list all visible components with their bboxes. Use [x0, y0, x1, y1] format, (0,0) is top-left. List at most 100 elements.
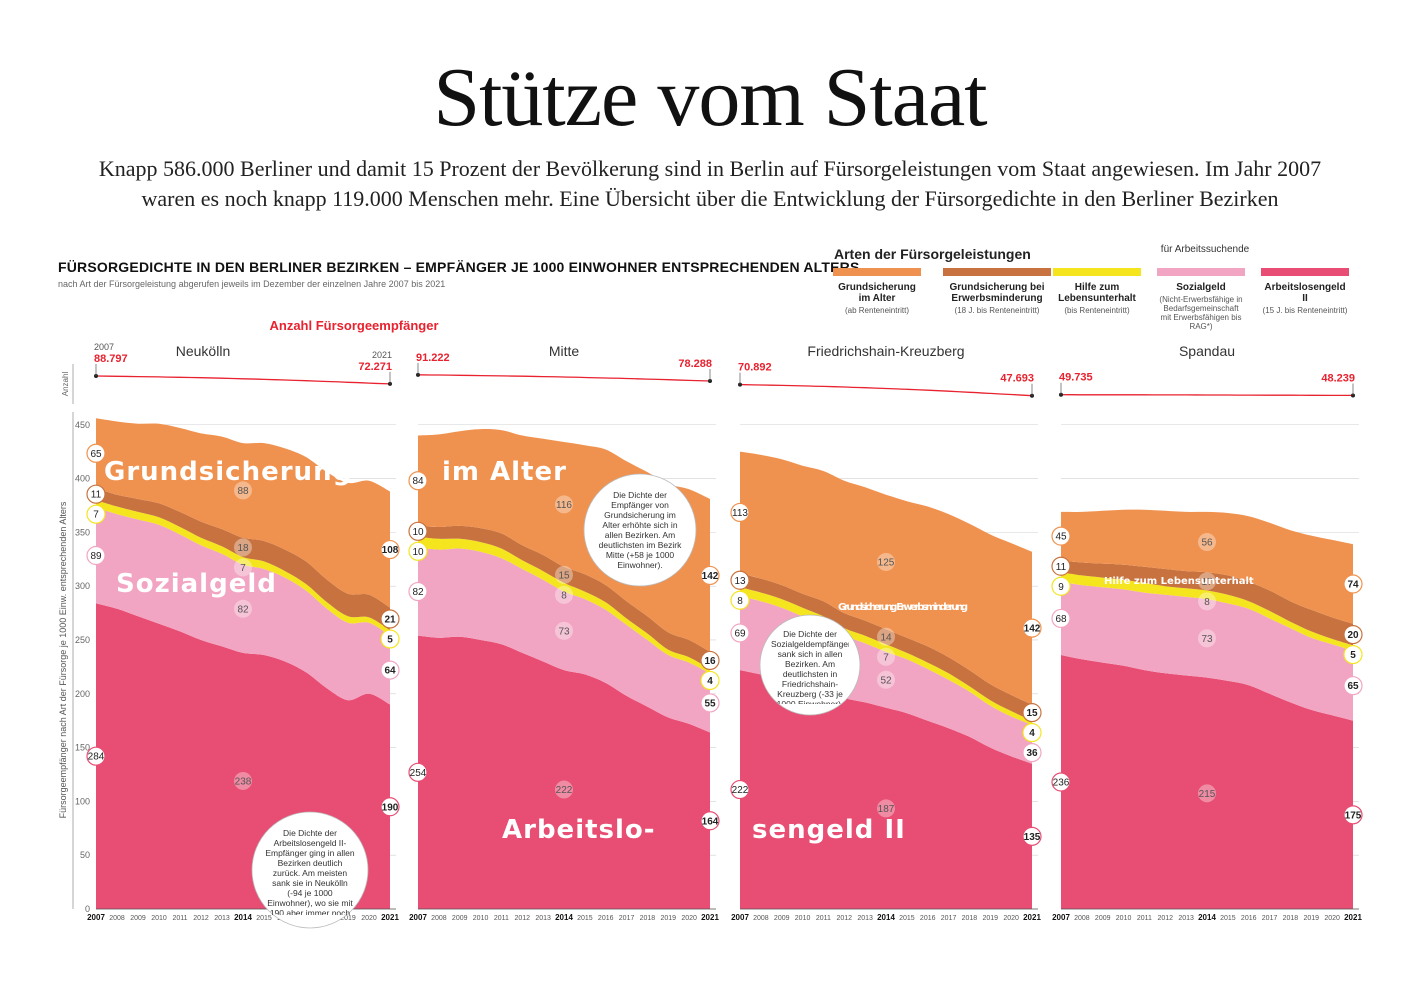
- value-badge-hilfe: [1343, 644, 1363, 665]
- value-label-hilfe: 8: [737, 596, 743, 607]
- value-label-alg2: 222: [556, 785, 573, 796]
- y-axis-label: Fürsorgeempfänger nach Art der Fürsorge …: [58, 501, 68, 818]
- x-tick-label: 2007: [1052, 913, 1070, 922]
- district-panel: Friedrichshain-Kreuzberg 70.892 47.693 2007…: [730, 343, 1042, 922]
- x-tick-label: 2010: [151, 915, 167, 922]
- annotation-box: Die Dichte der Sozialgeldempfänger sank …: [771, 629, 849, 704]
- value-label-hilfe: 4: [707, 676, 713, 687]
- legend-swatch: [943, 268, 1051, 276]
- legend-label: Sozialgeld: [1176, 282, 1226, 293]
- overlay-label-hilfe: Hilfe zum Lebensunterhalt: [1104, 576, 1254, 587]
- value-badge-erwerb: [1198, 572, 1216, 591]
- district-name: Neukölln: [176, 343, 230, 359]
- value-label-sozialgeld: 65: [1347, 681, 1359, 692]
- value-badge-alg2: [1022, 826, 1042, 846]
- x-tick-label: 2014: [555, 913, 573, 922]
- value-label-erwerb: 17: [1201, 577, 1213, 588]
- district-panel: Mitte 91.222 78.288 2007 2008 2009 2010 2011 201…: [408, 343, 720, 922]
- x-tick-label: 2010: [473, 915, 489, 922]
- value-badge-alter: [1051, 526, 1071, 546]
- value-label-alter: 116: [556, 500, 572, 511]
- annotation-box: Die Dichte der Arbeitslosengeld II-Empfä…: [265, 828, 354, 915]
- value-label-erwerb: 15: [558, 570, 570, 581]
- value-badge-sozialgeld: [234, 599, 252, 618]
- count-end-value: 78.288: [678, 358, 712, 370]
- value-badge-erwerb: [86, 484, 106, 504]
- legend-swatch: [1053, 268, 1141, 276]
- legend-swatch: [833, 268, 921, 276]
- legend-title: Arten der Fürsorgeleistungen: [834, 246, 1031, 262]
- value-badge-hilfe: [1051, 576, 1071, 596]
- y-tick-label: 300: [75, 581, 90, 591]
- page-subtitle: Knapp 586.000 Berliner und damit 15 Proz…: [98, 156, 1322, 211]
- value-badge-sozialgeld: [555, 621, 573, 640]
- value-label-alg2: 254: [410, 768, 427, 779]
- value-label-hilfe: 5: [1350, 650, 1356, 661]
- value-label-alg2: 238: [235, 776, 252, 787]
- value-badge-alter: [700, 565, 720, 586]
- value-badge-erwerb: [555, 565, 573, 584]
- value-label-sozialgeld: 52: [880, 675, 892, 686]
- value-label-erwerb: 18: [237, 543, 249, 554]
- x-tick-label: 2012: [1157, 915, 1173, 922]
- x-tick-label: 2015: [899, 915, 915, 922]
- district-name: Friedrichshain-Kreuzberg: [807, 343, 964, 359]
- value-label-sozialgeld: 55: [704, 698, 716, 709]
- value-badge-alg2: [555, 780, 573, 799]
- value-badge-sozialgeld: [380, 660, 400, 680]
- value-badge-hilfe: [86, 504, 106, 524]
- value-label-erwerb: 20: [1347, 630, 1359, 641]
- value-label-erwerb: 14: [880, 632, 892, 643]
- x-tick-label: 2021: [701, 913, 719, 922]
- count-year-end: 2021: [372, 350, 392, 360]
- area-erwerb: [740, 573, 1032, 721]
- page-title: Stütze vom Staat: [433, 51, 987, 144]
- value-badge-alg2: [86, 746, 106, 766]
- y-tick-label: 450: [75, 420, 90, 430]
- value-label-sozialgeld: 82: [412, 587, 424, 598]
- x-tick-label: 2017: [941, 915, 957, 922]
- legend-note: (18 J. bis Renteneintritt): [954, 306, 1040, 315]
- value-badge-alg2: [408, 762, 428, 782]
- count-start-value: 88.797: [94, 353, 128, 365]
- value-label-hilfe: 7: [883, 652, 889, 663]
- legend-item-alg2: Arbeitslosengeld II (15 J. bis Rentenein…: [1261, 268, 1349, 315]
- value-badge-sozialgeld: [877, 670, 895, 689]
- value-label-alter: 84: [412, 476, 424, 487]
- legend-note: (Nicht-Erwerbsfähige in Bedarfsgemeinsch…: [1159, 295, 1243, 331]
- value-label-sozialgeld: 73: [1201, 634, 1213, 645]
- x-tick-label: 2013: [1178, 915, 1194, 922]
- x-tick-label: 2018: [962, 915, 978, 922]
- count-start-value: 91.222: [416, 352, 450, 364]
- x-tick-label: 2009: [1095, 915, 1111, 922]
- value-badge-erwerb: [700, 650, 720, 671]
- value-label-alter: 142: [1024, 624, 1041, 635]
- value-label-alg2: 236: [1053, 778, 1070, 789]
- x-tick-label: 2016: [920, 915, 936, 922]
- value-label-erwerb: 11: [1056, 562, 1067, 573]
- value-label-alg2: 215: [1199, 789, 1216, 800]
- value-badge-hilfe: [408, 541, 428, 561]
- value-badge-alter: [555, 495, 573, 514]
- x-tick-label: 2010: [1116, 915, 1132, 922]
- x-tick-label: 2009: [452, 915, 468, 922]
- legend-group-label: für Arbeitssuchende: [1160, 244, 1250, 255]
- x-tick-label: 2013: [535, 915, 551, 922]
- x-tick-label: 2009: [774, 915, 790, 922]
- value-label-hilfe: 8: [1204, 597, 1210, 608]
- legend-label: Grundsicherung im Alter: [838, 282, 916, 304]
- value-badge-erwerb: [877, 627, 895, 646]
- count-axis-label: Anzahl: [61, 372, 70, 397]
- area-alg2: [740, 670, 1032, 909]
- x-tick-label: 2007: [409, 913, 427, 922]
- area-sozialgeld: [1061, 581, 1353, 721]
- legend-item-hilfe: Hilfe zum Lebensunterhalt (bis Rentenein…: [1053, 268, 1141, 315]
- count-line: [1060, 394, 1353, 397]
- x-tick-label: 2018: [1283, 915, 1299, 922]
- y-tick-label: 0: [85, 904, 90, 914]
- value-badge-alg2: [380, 797, 400, 817]
- x-tick-label: 2007: [731, 913, 749, 922]
- y-tick-label: 150: [75, 743, 90, 753]
- y-tick-label: 200: [75, 689, 90, 699]
